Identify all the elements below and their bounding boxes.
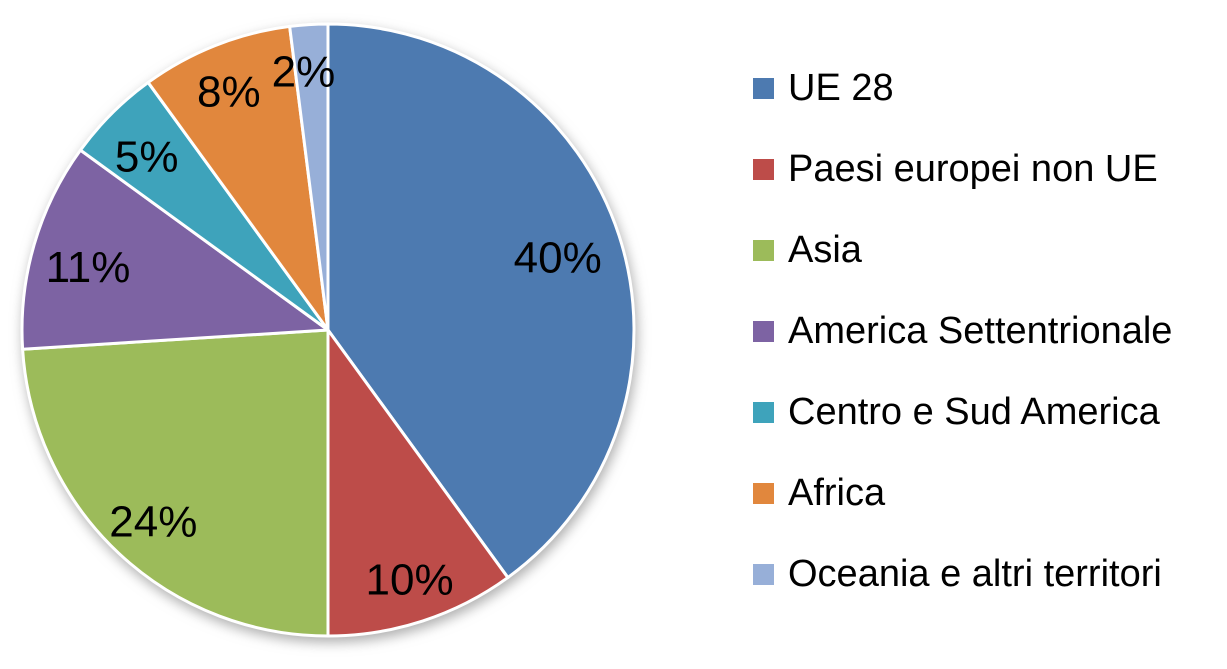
pie-slice-percent-label: 8%	[197, 68, 261, 117]
pie-slice-percent-label: 11%	[46, 243, 131, 292]
pie-slice-3	[21, 328, 330, 638]
pie-slice-percent-label: 10%	[366, 556, 454, 605]
legend-item: Oceania e altri territori	[753, 552, 1172, 596]
pie-chart: 40% 10% 24% 11% 5% 8% 2%	[20, 22, 636, 638]
legend-label: Asia	[788, 229, 862, 271]
legend-item: Asia	[753, 228, 1172, 272]
pie-slice-percent-label: 40%	[514, 233, 602, 282]
pie-slice-7	[288, 22, 330, 332]
legend-label: Centro e Sud America	[788, 391, 1160, 433]
chart-legend: UE 28 Paesi europei non UE Asia America Set…	[753, 66, 1172, 633]
pie-slice-percent-label: 2%	[272, 48, 336, 97]
pie-slice-4	[20, 148, 330, 351]
legend-label: UE 28	[788, 67, 894, 109]
legend-swatch-icon	[753, 239, 774, 261]
legend-label: Africa	[788, 472, 886, 514]
legend-label: Oceania e altri territori	[788, 553, 1162, 595]
legend-label: Paesi europei non UE	[788, 148, 1158, 190]
pie-slice-1	[326, 22, 636, 580]
pie-slice-percent-label: 5%	[115, 133, 179, 182]
legend-item: UE 28	[753, 66, 1172, 110]
legend-item: Paesi europei non UE	[753, 147, 1172, 191]
pie-slice-6	[146, 24, 330, 332]
legend-swatch-icon	[753, 77, 774, 99]
pie-slice-2	[326, 328, 510, 638]
legend-item: America Settentrionale	[753, 309, 1172, 353]
legend-item: Centro e Sud America	[753, 390, 1172, 434]
legend-swatch-icon	[753, 158, 774, 180]
legend-swatch-icon	[753, 482, 774, 504]
pie-percent-labels: 40% 10% 24% 11% 5% 8% 2%	[46, 48, 602, 605]
pie-slices	[20, 22, 636, 638]
legend-swatch-icon	[753, 563, 774, 585]
pie-slice-percent-label: 24%	[109, 498, 197, 547]
legend-item: Africa	[753, 471, 1172, 515]
legend-label: America Settentrionale	[788, 310, 1173, 352]
legend-swatch-icon	[753, 320, 774, 342]
legend-swatch-icon	[753, 401, 774, 423]
